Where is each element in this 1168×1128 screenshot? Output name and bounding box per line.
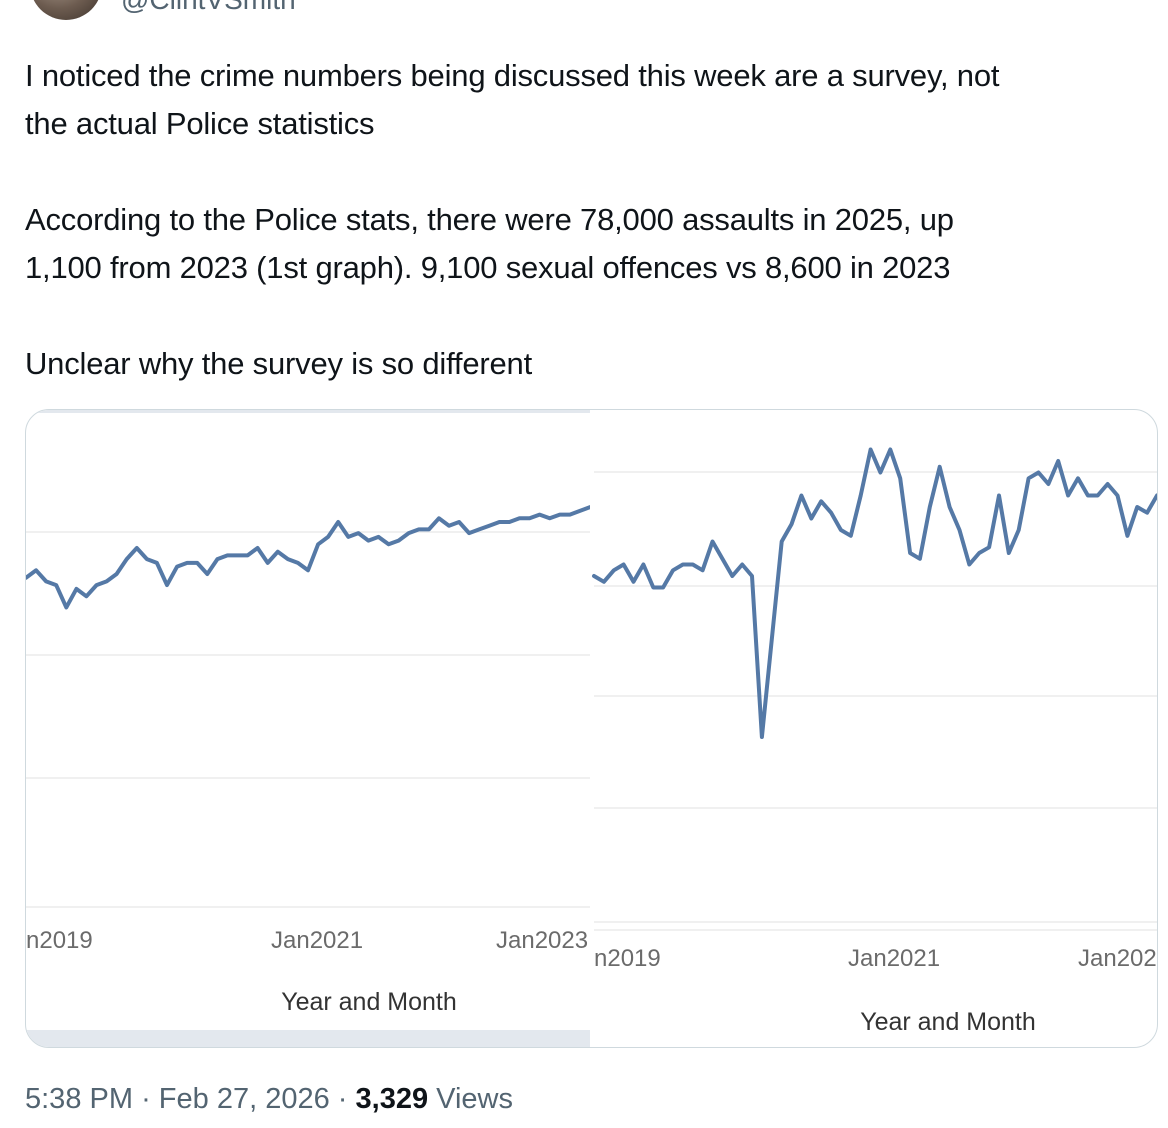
x-tick-label: n2019 [26,927,93,954]
x-tick-label: Jan2021 [848,945,940,972]
tweet-text-line: I noticed the crime numbers being discus… [25,58,1000,93]
x-tick-label: Jan2021 [271,927,363,954]
separator: · [337,1083,348,1115]
panel-divider [590,410,594,1047]
avatar[interactable] [30,0,102,20]
x-tick-label: Jan2023 [1078,945,1157,972]
x-tick-label: n2019 [594,945,661,972]
tweet-time[interactable]: 5:38 PM [25,1083,133,1115]
tweet-text-line: According to the Police stats, there wer… [25,202,954,237]
image-top-band [26,410,590,413]
tweet-date[interactable]: Feb 27, 2026 [158,1083,330,1115]
x-axis-label: Year and Month [281,988,457,1016]
tweet-text-line: 1,100 from 2023 (1st graph). 9,100 sexua… [25,250,951,285]
tweet-text: I noticed the crime numbers being discus… [25,52,1155,388]
author-handle[interactable]: @ClintVSmith [121,0,296,14]
tweet-timestamp: 5:38 PM · Feb 27, 2026 · 3,329 Views [25,1083,513,1116]
x-axis-label: Year and Month [860,1008,1036,1036]
tweet-media[interactable]: n2019 Jan2021 Jan2023 Year and Month n2019 Ja… [25,409,1158,1048]
tweet-text-line: Unclear why the survey is so different [25,346,533,381]
views-label: Views [436,1083,513,1115]
series-line [26,505,592,610]
separator: · [141,1083,151,1115]
image-bottom-band [26,1030,590,1047]
views-count: 3,329 [355,1083,429,1115]
series-line [592,447,1157,739]
x-tick-label: Jan2023 [496,927,588,954]
tweet-text-line: the actual Police statistics [25,106,375,141]
